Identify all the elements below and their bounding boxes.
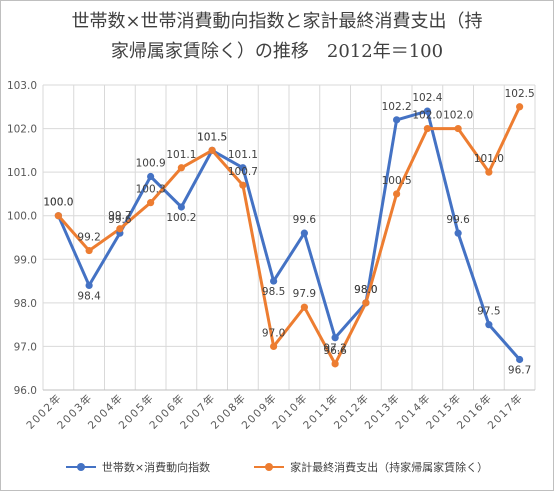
data-point-series-2 <box>116 225 124 233</box>
series-group <box>54 103 524 368</box>
data-label-series-2: 100.3 <box>136 184 166 196</box>
y-tick-label: 98.0 <box>14 298 37 310</box>
data-point-series-1 <box>331 334 339 342</box>
data-point-series-2 <box>362 299 370 307</box>
data-label-series-2: 102.0 <box>412 110 442 122</box>
data-point-series-2 <box>147 199 155 207</box>
y-tick-label: 99.0 <box>14 254 37 266</box>
data-label-series-2: 101.1 <box>166 149 196 161</box>
data-point-series-2 <box>208 146 216 154</box>
legend-swatch-series-1 <box>65 463 96 471</box>
x-axis: 2002年2003年2004年2005年2006年2007年2008年2009年… <box>24 391 526 432</box>
data-point-series-1 <box>454 229 462 237</box>
y-tick-label: 97.0 <box>14 341 37 353</box>
legend-label-series-1: 世帯数×消費動向指数 <box>101 461 211 474</box>
series-line-2 <box>56 105 522 366</box>
legend-label-series-2: 家計最終消費支出（持家帰属家賃除く） <box>290 461 489 474</box>
legend: 世帯数×消費動向指数 家計最終消費支出（持家帰属家賃除く） <box>1 459 553 475</box>
data-label-series-1: 98.4 <box>77 290 101 302</box>
data-label-series-2: 96.6 <box>323 345 347 357</box>
chart-title-line-1: 世帯数×世帯消費動向指数と家計最終消費支出（持 <box>71 11 483 32</box>
data-point-series-1 <box>239 164 247 172</box>
data-label-series-1: 98.0 <box>354 284 377 296</box>
data-label-series-2: 97.9 <box>293 288 316 300</box>
y-axis: 96.0 97.0 98.0 99.0 100.0 101.0 102.0 103.0 <box>7 80 37 397</box>
data-label-series-1: 97.2 <box>323 343 346 355</box>
data-point-series-2 <box>177 164 185 172</box>
data-point-series-2 <box>270 342 278 351</box>
data-point-series-2 <box>516 103 524 111</box>
data-label-series-1: 96.7 <box>508 365 531 377</box>
data-label-series-1: 101.5 <box>197 131 227 143</box>
data-label-series-1: 98.5 <box>262 286 285 298</box>
data-point-series-2 <box>423 124 431 133</box>
data-point-series-1 <box>147 172 155 181</box>
data-point-series-1 <box>300 229 308 237</box>
data-point-series-2 <box>454 124 462 133</box>
data-point-series-2 <box>393 190 401 198</box>
data-point-series-1 <box>423 107 431 115</box>
data-point-series-1 <box>177 203 185 211</box>
data-label-series-1: 100.0 <box>43 197 73 209</box>
data-label-series-2: 98.0 <box>354 284 377 296</box>
legend-item-series-1[interactable]: 世帯数×消費動向指数 <box>65 459 211 475</box>
data-label-series-2: 97.0 <box>262 327 285 339</box>
data-label-series-1: 102.4 <box>412 92 442 104</box>
data-point-series-2 <box>85 246 93 255</box>
y-tick-label: 103.0 <box>7 80 37 92</box>
data-label-series-1: 99.6 <box>293 214 317 226</box>
data-label-series-2: 101.0 <box>474 153 504 165</box>
data-label-series-2: 100.5 <box>382 175 412 187</box>
data-point-series-2 <box>54 212 62 220</box>
data-label-series-2: 99.7 <box>108 210 131 222</box>
data-point-series-2 <box>331 360 339 368</box>
series-line-1 <box>56 109 522 361</box>
data-label-series-1: 97.5 <box>477 306 500 318</box>
data-label-series-1: 100.2 <box>166 212 196 224</box>
data-label-series-1: 100.9 <box>136 158 166 170</box>
y-tick-label: 100.0 <box>7 211 37 223</box>
legend-swatch-series-2 <box>254 463 285 471</box>
chart-title: 世帯数×世帯消費動向指数と家計最終消費支出（持 家帰属家賃除く）の推移 2012… <box>1 7 553 67</box>
data-label-series-1: 102.2 <box>382 101 412 113</box>
data-point-series-1 <box>393 116 401 124</box>
data-label-series-2: 99.2 <box>77 232 100 244</box>
data-label-series-1: 99.6 <box>446 214 470 226</box>
data-label-series-2: 102.0 <box>443 110 473 122</box>
data-label-series-1: 101.1 <box>228 149 258 161</box>
data-point-series-1 <box>485 321 493 329</box>
y-tick-label: 96.0 <box>14 385 37 397</box>
data-label-series-2: 100.7 <box>228 166 258 178</box>
data-point-series-1 <box>270 277 278 285</box>
data-label-series-2: 102.5 <box>505 88 535 100</box>
data-label-series-1: 99.6 <box>108 214 132 226</box>
y-tick-label: 101.0 <box>7 167 37 179</box>
data-label-series-2: 100.0 <box>43 197 73 209</box>
data-point-series-1 <box>516 355 524 364</box>
data-point-series-2 <box>485 168 493 176</box>
data-point-series-2 <box>239 181 247 189</box>
data-point-series-1 <box>85 281 93 290</box>
chart-title-line-2: 家帰属家賃除く）の推移 2012年＝100 <box>110 41 444 62</box>
y-tick-label: 102.0 <box>7 124 37 136</box>
legend-item-series-2[interactable]: 家計最終消費支出（持家帰属家賃除く） <box>254 459 488 475</box>
data-label-series-2: 101.5 <box>197 131 227 143</box>
data-point-series-2 <box>300 303 308 311</box>
